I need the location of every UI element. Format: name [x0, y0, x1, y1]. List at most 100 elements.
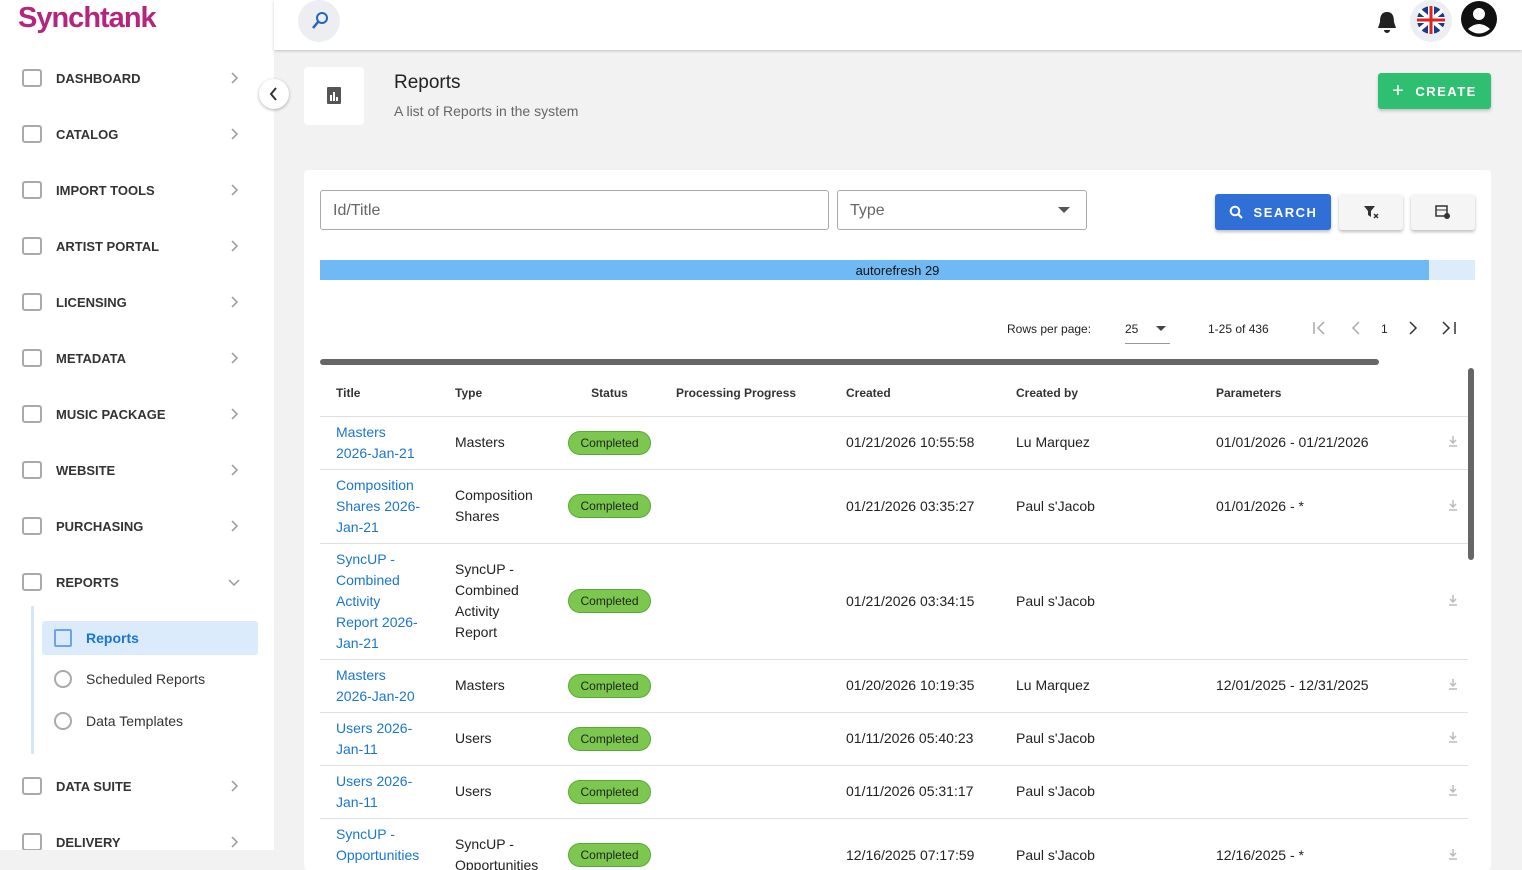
search-icon — [1229, 205, 1243, 219]
nav-label: DASHBOARD — [56, 71, 141, 86]
rows-per-page-select[interactable]: 25 — [1125, 322, 1170, 344]
type-text: Composition Shares — [455, 487, 533, 524]
cell: 12/16/2025 07:17:59 — [830, 818, 1000, 870]
nav-icon — [22, 833, 42, 850]
nav-item[interactable]: IMPORT TOOLS — [0, 162, 274, 218]
clear-filter-icon — [1363, 204, 1379, 220]
search-icon — [298, 0, 340, 42]
table-row: SyncUP - Opportunities 2025-Dec-16 SyncUP… — [320, 818, 1468, 870]
account-icon[interactable] — [1459, 0, 1499, 40]
nav-item[interactable]: ARTIST PORTAL — [0, 218, 274, 274]
cell: 01/20/2026 10:19:35 — [830, 659, 1000, 712]
nav-item[interactable]: DELIVERY — [0, 814, 274, 850]
created-by-text: Paul s'Jacob — [1016, 783, 1095, 799]
nav-item[interactable]: METADATA — [0, 330, 274, 386]
nav-item[interactable]: REPORTS — [0, 554, 274, 610]
status-chip: Completed — [568, 674, 650, 698]
collapse-icon — [259, 79, 289, 109]
cell: 01/01/2026 - * — [1200, 469, 1424, 543]
nav-chevron — [228, 72, 240, 87]
brand-logo[interactable]: Synchtank — [18, 2, 156, 35]
flag-icon — [1410, 0, 1452, 42]
columns-button[interactable] — [1411, 194, 1475, 230]
nav-icon — [22, 777, 42, 795]
nav-chevron — [228, 836, 240, 850]
report-link[interactable]: SyncUP - Combined Activity Report 2026-J… — [336, 551, 418, 651]
nav-item[interactable]: MUSIC PACKAGE — [0, 386, 274, 442]
id-title-input[interactable]: Id/Title — [320, 190, 829, 230]
rows-per-page-label: Rows per page: — [1007, 322, 1091, 336]
nav-label: PURCHASING — [56, 519, 143, 534]
rows-per-page-value: 25 — [1125, 322, 1138, 336]
download-icon[interactable] — [1448, 499, 1458, 511]
download-icon[interactable] — [1448, 731, 1458, 743]
cell — [660, 712, 830, 765]
column-header: Processing Progress — [660, 370, 830, 416]
language-button[interactable] — [1410, 0, 1452, 42]
nav-item[interactable]: PURCHASING — [0, 498, 274, 554]
created-by-text: Paul s'Jacob — [1016, 847, 1095, 863]
created-text: 01/21/2026 03:35:27 — [846, 498, 974, 514]
pagination-controls[interactable] — [1310, 320, 1470, 336]
subnav-item[interactable]: Scheduled Reports — [42, 662, 258, 696]
nav-icon — [22, 349, 42, 367]
nav-chevron — [228, 352, 240, 367]
nav-icon — [22, 573, 42, 591]
vertical-scrollbar[interactable] — [1468, 368, 1474, 560]
clear-filters-button[interactable] — [1339, 194, 1403, 230]
collapse-button[interactable] — [259, 79, 289, 109]
created-by-text: Paul s'Jacob — [1016, 730, 1095, 746]
cell: Composition Shares — [439, 469, 559, 543]
nav-chevron — [228, 296, 240, 311]
parameters-text: 01/01/2026 - 01/21/2026 — [1216, 434, 1369, 450]
notifications-icon[interactable] — [1374, 8, 1400, 36]
search-submit[interactable]: SEARCH — [1215, 194, 1331, 230]
column-header: Parameters — [1200, 370, 1424, 416]
type-text: SyncUP - Opportunities — [455, 836, 538, 870]
subnav-label: Reports — [86, 630, 139, 646]
type-select[interactable]: Type — [837, 190, 1087, 230]
report-link[interactable]: Masters 2026-Jan-20 — [336, 667, 415, 704]
nav-item[interactable]: DATA SUITE — [0, 758, 274, 814]
created-text: 01/11/2026 05:31:17 — [846, 783, 973, 799]
top-bar — [274, 0, 1522, 50]
nav-icon — [22, 69, 42, 87]
create-button[interactable]: +CREATE — [1378, 73, 1491, 109]
download-icon[interactable] — [1448, 848, 1458, 860]
report-link[interactable]: Users 2026-Jan-11 — [336, 773, 412, 810]
subnav-icon — [54, 670, 72, 688]
dropdown-arrow — [1156, 326, 1166, 331]
status-chip: Completed — [568, 727, 650, 751]
created-text: 01/21/2026 03:34:15 — [846, 593, 974, 609]
subnav-item[interactable]: Reports — [42, 621, 258, 655]
report-link[interactable]: Users 2026-Jan-11 — [336, 720, 412, 757]
nav-item[interactable]: WEBSITE — [0, 442, 274, 498]
report-link[interactable]: SyncUP - Opportunities 2025-Dec-16 — [336, 826, 419, 870]
subnav-label: Scheduled Reports — [86, 671, 205, 687]
download-icon[interactable] — [1448, 784, 1458, 796]
nav-icon — [22, 181, 42, 199]
search-button[interactable] — [298, 0, 340, 42]
cell: Completed — [559, 543, 660, 659]
status-chip: Completed — [568, 589, 650, 613]
cell: Users 2026-Jan-11 — [320, 765, 439, 818]
report-link[interactable]: Composition Shares 2026-Jan-21 — [336, 477, 420, 535]
subnav-item[interactable]: Data Templates — [42, 704, 258, 738]
download-icon[interactable] — [1448, 594, 1458, 606]
nav-item[interactable]: LICENSING — [0, 274, 274, 330]
nav-item[interactable]: DASHBOARD — [0, 50, 274, 106]
page-title: Reports — [394, 72, 461, 94]
download-icon[interactable] — [1448, 435, 1458, 447]
horizontal-scrollbar[interactable] — [320, 359, 1379, 365]
cell: Completed — [559, 712, 660, 765]
cell: Paul s'Jacob — [1000, 818, 1200, 870]
report-link[interactable]: Masters 2026-Jan-21 — [336, 424, 415, 461]
created-by-text: Lu Marquez — [1016, 677, 1090, 693]
cell: Users — [439, 765, 559, 818]
nav-item[interactable]: CATALOG — [0, 106, 274, 162]
download-icon[interactable] — [1448, 678, 1458, 690]
nav-chevron — [228, 408, 240, 423]
